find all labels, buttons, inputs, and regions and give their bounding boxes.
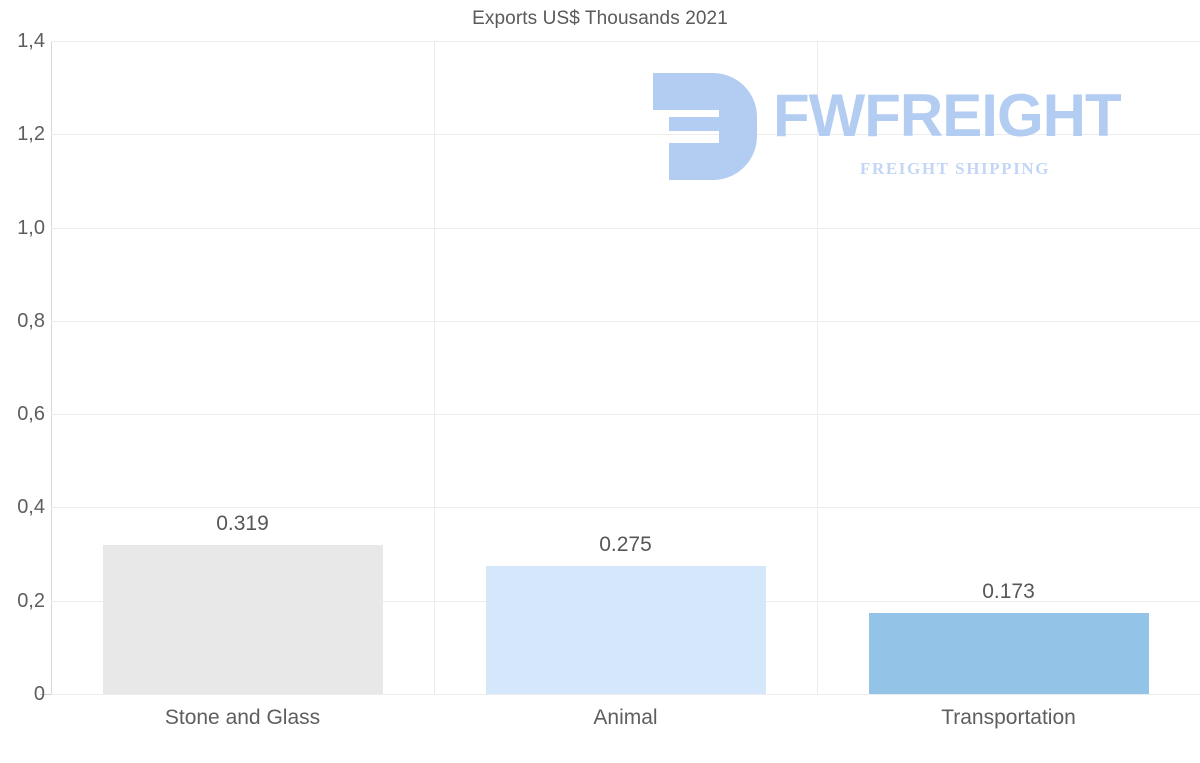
gridline-horizontal: [51, 134, 1200, 136]
y-axis-tick-label: 1,2: [17, 123, 45, 146]
y-axis-tick-label: 0,6: [17, 403, 45, 426]
bar-value-label: 0.275: [599, 532, 652, 556]
gridline-horizontal: [51, 227, 1200, 229]
gridline-horizontal: [51, 414, 1200, 416]
bar-value-label: 0.173: [982, 580, 1035, 604]
y-axis-tick-label: 0: [33, 683, 45, 705]
gridline-horizontal: [51, 694, 1200, 695]
gridline-vertical: [817, 41, 818, 694]
x-axis-category-label: Transportation: [941, 706, 1076, 729]
gridline-vertical: [434, 41, 435, 694]
bar[interactable]: [485, 565, 766, 694]
x-axis-category-label: Animal: [593, 706, 658, 729]
y-axis-tick-label: 0,4: [17, 496, 45, 519]
chart-title: Exports US$ Thousands 2021: [472, 8, 728, 29]
y-axis-tick-label: 1,4: [17, 30, 45, 52]
y-axis-tick-label: 1,0: [17, 216, 45, 239]
y-axis-line: [51, 41, 52, 695]
bar-value-label: 0.319: [216, 512, 269, 536]
x-axis-category-label: Stone and Glass: [164, 706, 321, 729]
plot-area: [51, 41, 1200, 695]
gridline-horizontal: [51, 507, 1200, 509]
y-axis-tick-label: 0,2: [17, 589, 45, 612]
gridline-horizontal: [51, 320, 1200, 322]
bar[interactable]: [868, 613, 1149, 694]
y-axis-tick-label: 0,8: [17, 309, 45, 332]
bar[interactable]: [102, 545, 383, 694]
gridline-horizontal: [51, 41, 1200, 42]
